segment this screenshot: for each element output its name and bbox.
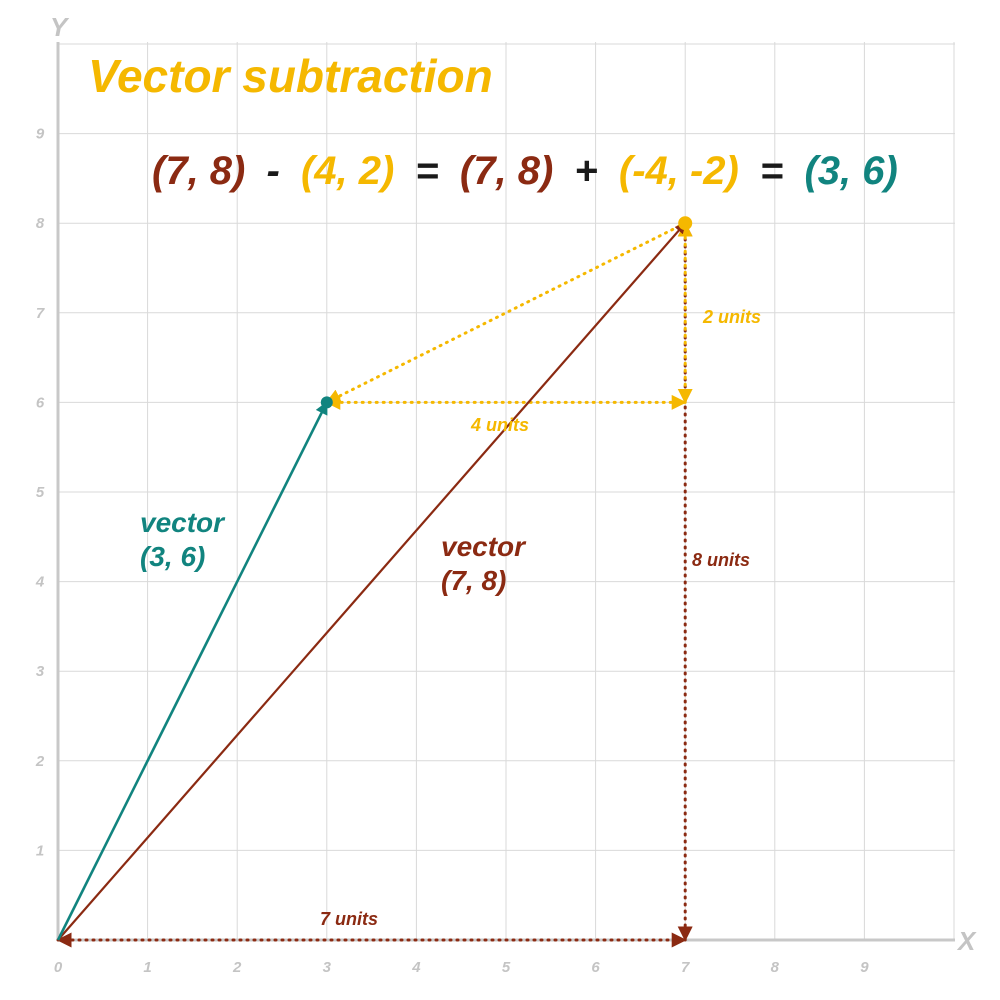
equation-equals-1: = [415,149,438,193]
equation-minus: - [266,149,279,193]
x-tick-label: 6 [591,959,600,976]
x-tick-label: 8 [771,959,780,976]
units-4-label: 4 units [470,415,529,435]
units-7-label: 7 units [320,909,378,929]
x-tick-label: 3 [323,959,332,976]
x-tick-label: 2 [232,959,242,976]
endpoint-7-8-dot [678,216,693,231]
x-tick-label: 7 [681,959,690,976]
equation-result: (3, 6) [804,149,897,193]
y-tick-label: 9 [36,126,45,143]
equation-vector-d: (-4, -2) [619,149,739,193]
diagram-title: Vector subtraction [88,50,493,102]
equation-vector-c: (7, 8) [460,149,553,193]
equation-plus: + [574,149,597,193]
tick-labels: 0 1 2 3 4 5 6 7 8 9 1 2 3 4 5 6 7 8 9 [35,126,869,976]
x-tick-label: 4 [411,959,421,976]
x-axis-label: X [956,926,977,956]
y-tick-label: 1 [36,842,44,859]
vector-3-6 [56,401,328,941]
endpoint-3-6-dot [320,396,333,409]
result-vector-label-line2: (3, 6) [140,541,205,572]
equation-vector-a: (7, 8) [152,149,245,193]
y-tick-label: 7 [36,305,45,322]
y-tick-label: 3 [36,663,45,680]
y-tick-label: 5 [36,484,45,501]
x-tick-label: 5 [502,959,511,976]
x-tick-label: 9 [860,959,869,976]
units-8-label: 8 units [692,550,750,570]
units-2-label: 2 units [702,307,761,327]
equation: (7, 8) - (4, 2) = (7, 8) + (-4, -2) = (3… [152,149,898,193]
y-axis-label: Y [50,12,70,42]
x-tick-label: 1 [143,959,151,976]
equation-vector-b: (4, 2) [301,149,394,193]
y-tick-label: 4 [35,574,45,591]
x-tick-label: 0 [54,959,63,976]
main-vector-label-line1: vector [441,531,527,562]
main-vector-label-line2: (7, 8) [441,565,506,596]
y-tick-label: 8 [36,215,45,232]
vector-layer [56,216,693,948]
equation-equals-2: = [760,149,783,193]
y-tick-label: 6 [36,394,45,411]
y-tick-label: 2 [35,753,45,770]
vector-7-8 [57,222,687,941]
result-vector-label-line1: vector [140,507,226,538]
